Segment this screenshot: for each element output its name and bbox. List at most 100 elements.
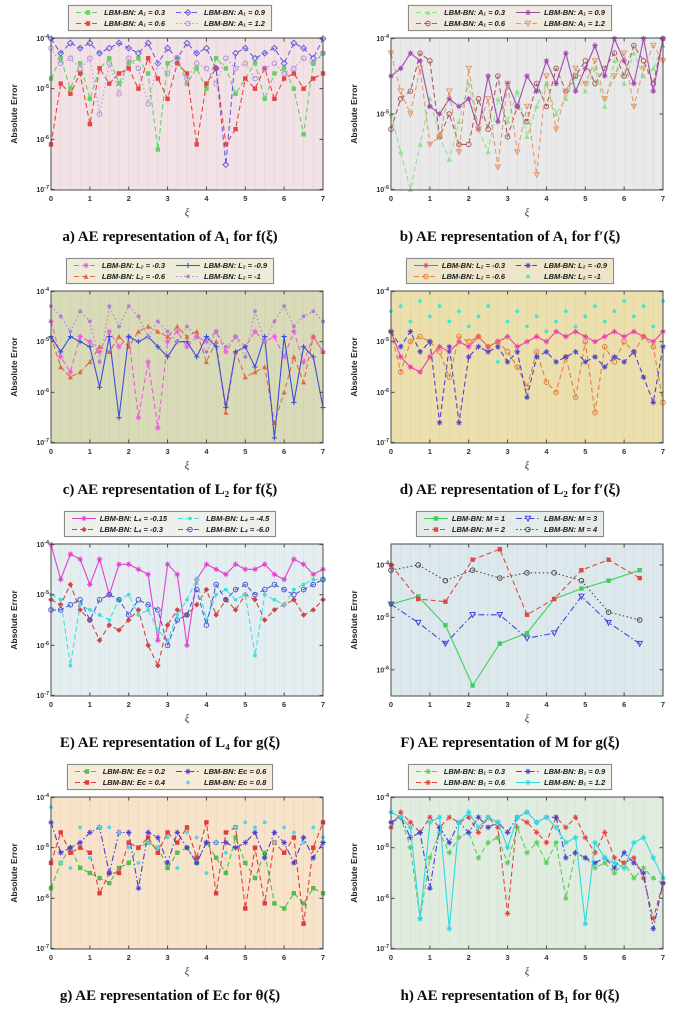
star-marker-icon bbox=[80, 515, 87, 522]
star-marker-icon bbox=[621, 860, 627, 866]
legend-label: LBM-BN: L₂ = -1 bbox=[204, 272, 261, 281]
circle-open-marker-icon bbox=[397, 369, 404, 375]
square-marker-icon bbox=[252, 86, 258, 91]
dot-marker-icon bbox=[165, 329, 170, 334]
square-marker-icon bbox=[184, 71, 190, 76]
dot-marker-icon bbox=[185, 324, 189, 329]
series-c-1 bbox=[48, 323, 326, 425]
legend-label: LBM-BN: Ec = 0.4 bbox=[102, 778, 165, 787]
star-marker-icon bbox=[582, 834, 589, 841]
dot-marker-icon bbox=[427, 314, 432, 319]
dot-marker-icon bbox=[107, 825, 112, 830]
legend-sample-icon bbox=[516, 768, 540, 775]
circle-open-marker-icon bbox=[640, 58, 647, 64]
triangle-up-marker-icon bbox=[563, 96, 569, 101]
circle-open-marker-icon bbox=[446, 111, 453, 117]
star-marker-icon bbox=[504, 910, 511, 917]
star-marker-icon bbox=[456, 834, 462, 841]
square-marker-icon bbox=[301, 132, 306, 137]
star-marker-icon bbox=[291, 860, 297, 866]
svg-text:2: 2 bbox=[127, 194, 131, 203]
circle-open-marker-icon bbox=[427, 58, 433, 64]
dot-marker-icon bbox=[641, 304, 646, 309]
star-marker-icon bbox=[563, 354, 569, 360]
circle-open-marker-icon bbox=[193, 586, 200, 593]
dot-marker-icon bbox=[214, 840, 219, 845]
svg-text:1: 1 bbox=[88, 194, 92, 203]
star-marker-icon bbox=[145, 359, 151, 365]
dot-marker-icon bbox=[87, 319, 92, 324]
star-marker-icon bbox=[543, 58, 550, 64]
circle-open-marker-icon bbox=[582, 58, 589, 64]
dot-marker-icon bbox=[476, 314, 481, 319]
dot-marker-icon bbox=[272, 597, 277, 602]
legend-sample-icon bbox=[516, 262, 540, 269]
star-marker-icon bbox=[184, 642, 190, 649]
dot-marker-icon bbox=[515, 309, 520, 314]
circle-open-marker-icon bbox=[456, 333, 462, 340]
svg-text:5: 5 bbox=[583, 447, 587, 456]
svg-text:7: 7 bbox=[321, 700, 325, 709]
svg-text:0: 0 bbox=[49, 194, 53, 203]
triangle-up-marker-icon bbox=[106, 349, 112, 354]
star-marker-icon bbox=[533, 829, 540, 836]
circle-open-marker-icon bbox=[213, 581, 219, 588]
square-marker-icon bbox=[145, 56, 151, 61]
dot-marker-icon bbox=[272, 840, 277, 845]
legend-label: LBM-BN: A₁ = 1.2 bbox=[544, 19, 605, 28]
dot-marker-icon bbox=[107, 304, 112, 309]
legend-label: LBM-BN: L₂ = -0.9 bbox=[544, 261, 608, 270]
svg-text:6: 6 bbox=[622, 953, 626, 962]
star-marker-icon bbox=[213, 566, 219, 573]
axis-ticks: 0 1 2 3 4 5 6 7 10-4 10-5 10-6 10-7 bbox=[36, 793, 325, 962]
plus-marker-icon bbox=[223, 404, 229, 411]
svg-text:4: 4 bbox=[204, 700, 209, 709]
star-marker-icon bbox=[174, 328, 181, 335]
triangle-down-open-marker-icon bbox=[605, 619, 613, 627]
y-tick-label: 10-7 bbox=[36, 691, 49, 700]
star-marker-icon bbox=[640, 834, 647, 841]
legend-sample-icon bbox=[73, 262, 98, 269]
star-marker-icon bbox=[592, 338, 598, 345]
plot-h: 0 1 2 3 4 5 6 7 10-4 10-5 10-6 10-7 Absolute Error ξ bbox=[349, 793, 666, 978]
diamond-open-marker-icon bbox=[125, 44, 133, 52]
triangle-down-open-marker-icon bbox=[441, 640, 449, 648]
star-marker-icon bbox=[281, 354, 287, 360]
legend-entry: LBM-BN: Ec = 0.4 bbox=[74, 777, 165, 788]
diamond-open-marker-icon bbox=[86, 39, 94, 47]
y-tick-label: 10-5 bbox=[376, 337, 389, 346]
star-marker-icon bbox=[155, 637, 161, 644]
star-marker-icon bbox=[96, 349, 103, 355]
circle-open-marker-icon bbox=[125, 55, 132, 62]
triangle-up-marker-icon bbox=[504, 119, 511, 124]
star-marker-icon bbox=[611, 35, 618, 42]
circle-open-marker-icon bbox=[543, 379, 550, 385]
legend-label: LBM-BN: Ec = 0.8 bbox=[204, 778, 267, 787]
star-marker-icon bbox=[135, 414, 142, 421]
diamond-open-marker-icon bbox=[76, 44, 84, 52]
star-marker-icon bbox=[524, 394, 530, 401]
triangle-up-marker-icon bbox=[446, 157, 452, 162]
star-marker-icon bbox=[524, 819, 530, 826]
square-marker-icon bbox=[155, 76, 161, 81]
square-marker-icon bbox=[243, 860, 248, 866]
star-marker-icon bbox=[592, 42, 598, 49]
dot-marker-icon bbox=[223, 344, 228, 349]
plus-marker-icon bbox=[155, 344, 161, 350]
triangle-up-marker-icon bbox=[135, 328, 142, 334]
diamond-open-marker-icon bbox=[232, 49, 240, 57]
square-marker-icon bbox=[77, 865, 83, 871]
circle-open-marker-icon bbox=[155, 607, 161, 613]
legend-label: LBM-BN: A₁ = 1.2 bbox=[204, 19, 265, 28]
star-marker-icon bbox=[504, 80, 511, 87]
legend-entry: LBM-BN: A₁ = 1.2 bbox=[175, 18, 265, 29]
legend-entry: LBM-BN: L₄ = -0.3 bbox=[71, 524, 167, 535]
square-marker-icon bbox=[107, 81, 112, 86]
triangle-up-marker-icon bbox=[155, 328, 161, 334]
diamond-open-marker-icon bbox=[96, 49, 104, 57]
svg-text:6: 6 bbox=[282, 194, 286, 203]
x-axis-label: ξ bbox=[185, 208, 190, 219]
square-marker-icon bbox=[136, 845, 141, 850]
panel-g: LBM-BN: Ec = 0.2 LBM-BN: Ec = 0.4 LBM-BN: … bbox=[0, 759, 340, 1012]
dot-marker-icon bbox=[214, 329, 219, 334]
